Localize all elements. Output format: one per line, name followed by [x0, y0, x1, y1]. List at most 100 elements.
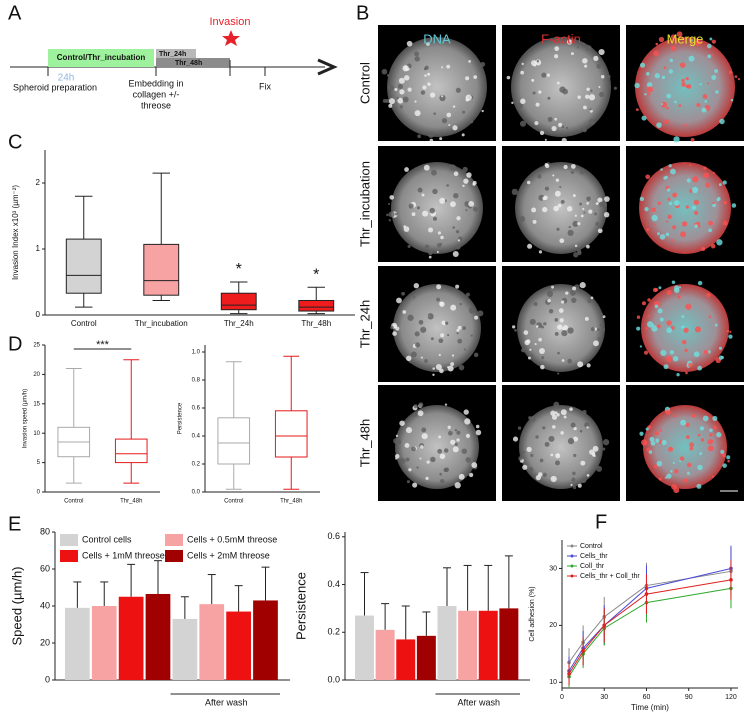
- speckle: [440, 333, 445, 338]
- speckle: [522, 464, 528, 470]
- speckle: [656, 324, 661, 329]
- y-tick-label: 2: [36, 178, 41, 187]
- speckle: [643, 350, 649, 355]
- speckle: [567, 437, 575, 445]
- x-tick-label: After wash: [457, 697, 500, 707]
- speckle: [432, 188, 438, 195]
- speckle: [672, 356, 679, 362]
- panel-label: D: [8, 333, 22, 355]
- speckle: [477, 310, 484, 317]
- legend-label: Coll_thr: [580, 563, 605, 570]
- speckle: [635, 108, 639, 112]
- speckle: [661, 103, 664, 106]
- speckle: [699, 83, 702, 86]
- speckle: [685, 205, 689, 209]
- speckle: [639, 196, 645, 202]
- speckle: [728, 70, 733, 74]
- speckle: [722, 463, 727, 468]
- speckle: [532, 91, 536, 95]
- annotation: ***: [96, 339, 110, 351]
- legend-label: Cells_thr: [580, 553, 608, 560]
- speckle: [524, 182, 528, 186]
- speckle: [563, 415, 567, 419]
- spheroid: [395, 405, 479, 489]
- speckle: [723, 200, 728, 205]
- speckle: [708, 220, 714, 226]
- speckle: [691, 205, 697, 210]
- speckle: [481, 109, 484, 113]
- speckle: [704, 100, 708, 103]
- speckle: [696, 103, 701, 108]
- speckle: [557, 203, 562, 208]
- speckle: [448, 430, 453, 436]
- speckle: [670, 325, 675, 330]
- bar: [226, 611, 251, 680]
- speckle: [598, 86, 601, 89]
- point: [581, 649, 585, 653]
- label: collagen +/-: [133, 89, 180, 99]
- speckle: [706, 43, 712, 49]
- speckle: [475, 424, 480, 429]
- speckle: [558, 308, 564, 313]
- speckle: [461, 448, 468, 454]
- speckle: [712, 203, 716, 208]
- speckle: [588, 94, 596, 101]
- speckle: [432, 367, 435, 370]
- bar: [499, 608, 519, 680]
- speckle: [544, 441, 550, 447]
- speckle: [417, 187, 423, 193]
- speckle: [417, 410, 424, 417]
- speckle: [422, 85, 427, 90]
- speckle: [538, 337, 542, 342]
- speckle: [556, 81, 560, 85]
- speckle: [440, 242, 443, 245]
- row-label: Control: [357, 62, 372, 104]
- speckle: [711, 475, 715, 478]
- speckle: [694, 210, 699, 216]
- speckle: [689, 446, 694, 451]
- speckle: [595, 202, 599, 206]
- bar: [172, 618, 198, 680]
- speckle: [697, 224, 701, 228]
- speckle: [668, 69, 674, 74]
- column-label: DNA: [423, 31, 451, 46]
- speckle: [593, 340, 599, 347]
- speckle: [559, 185, 562, 189]
- speckle: [731, 203, 737, 208]
- label: Embedding in: [128, 78, 183, 88]
- speckle: [655, 42, 659, 46]
- speckle: [542, 472, 547, 478]
- bar: [478, 610, 498, 680]
- box: [143, 243, 180, 296]
- speckle: [685, 303, 692, 310]
- panel-label: E: [8, 513, 21, 535]
- speckle: [468, 201, 475, 207]
- speckle: [669, 350, 675, 355]
- speckle: [573, 252, 579, 258]
- speckle: [710, 54, 714, 57]
- speckle: [546, 290, 554, 298]
- speckle: [424, 359, 428, 363]
- speckle: [438, 338, 444, 344]
- line: [568, 579, 732, 675]
- speckle: [696, 483, 702, 489]
- legend-swatch: [165, 550, 183, 562]
- speckle: [447, 366, 450, 369]
- y-tick-label: 0: [37, 490, 41, 496]
- speckle: [681, 82, 686, 87]
- speckle: [554, 46, 560, 52]
- speckle: [701, 107, 707, 113]
- speckle: [452, 250, 459, 257]
- speckle: [396, 297, 402, 304]
- speckle: [645, 427, 649, 431]
- speckle: [581, 478, 587, 484]
- speckle: [644, 207, 649, 212]
- speckle: [441, 118, 448, 124]
- speckle: [394, 454, 400, 459]
- label: Thr_48h: [175, 60, 202, 67]
- speckle: [533, 301, 538, 307]
- speckle: [465, 433, 471, 439]
- speckle: [441, 320, 446, 325]
- speckle: [712, 171, 715, 174]
- speckle: [596, 63, 602, 69]
